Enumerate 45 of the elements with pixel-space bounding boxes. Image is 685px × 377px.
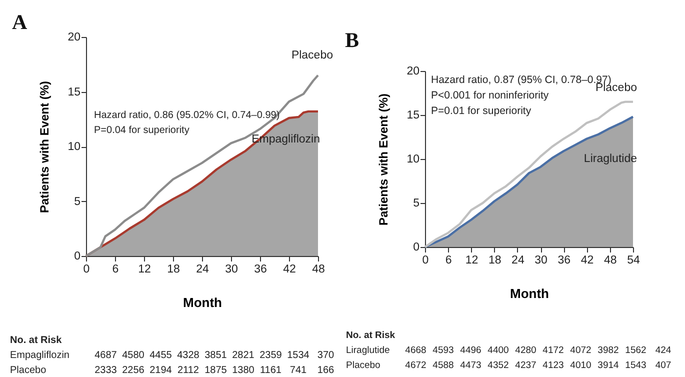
x-tick-label: 0 — [422, 254, 429, 266]
y-tick-label: 10 — [406, 154, 420, 166]
y-tick-label: 5 — [74, 196, 80, 208]
chart-title: B — [345, 28, 360, 52]
x-tick-label: 6 — [445, 254, 452, 266]
y-tick-label: 20 — [68, 32, 80, 44]
text: Liraglutide 4668 4593 4496 4400 4280 4172 4072 3982 1562 424 — [346, 345, 672, 356]
y-axis-title: Patients with Event (%) — [38, 80, 52, 214]
text: No. at Risk — [346, 329, 396, 343]
x-axis-title: Month — [183, 295, 222, 310]
series-label: Placebo — [291, 49, 333, 62]
annotation: Hazard ratio, 0.86 (95.02% CI, 0.74–0.99) — [94, 110, 280, 121]
x-tick-label: 42 — [283, 264, 296, 276]
text: Placebo 2333 2256 2194 2112 1875 1380 1161 741 166 — [10, 365, 334, 376]
annotation: P=0.04 for superiority — [94, 125, 190, 136]
x-tick-label: 36 — [558, 254, 571, 266]
x-tick-label: 48 — [604, 254, 617, 266]
x-tick-label: 6 — [112, 264, 119, 276]
text: No. at Risk — [10, 334, 62, 348]
chart-title: A — [12, 10, 28, 34]
x-tick-label: 24 — [512, 254, 525, 266]
x-tick-label: 18 — [488, 254, 502, 266]
text: Empagliflozin 4687 4580 4455 4328 3851 2821 2359 1534 370 — [10, 350, 334, 361]
y-tick-label: 20 — [406, 66, 420, 78]
y-axis-title: Patients with Event (%) — [376, 93, 391, 226]
x-tick-label: 24 — [196, 264, 210, 276]
x-tick-label: 0 — [83, 264, 90, 276]
y-tick-label: 15 — [406, 110, 420, 122]
x-tick-label: 36 — [254, 264, 267, 276]
x-tick-label: 12 — [138, 264, 151, 276]
y-tick-label: 0 — [413, 242, 420, 254]
x-axis-title: Month — [510, 286, 550, 301]
text: Placebo 4672 4588 4473 4352 4237 4123 4010 3914 1543 407 — [346, 360, 672, 371]
x-tick-label: 18 — [167, 264, 180, 276]
y-tick-label: 15 — [68, 86, 80, 98]
annotation: P=0.01 for superiority — [431, 105, 532, 117]
annotation: P<0.001 for noninferiority — [431, 90, 550, 102]
x-tick-label: 54 — [627, 254, 640, 266]
x-tick-label: 12 — [465, 254, 478, 266]
x-tick-label: 42 — [580, 254, 594, 266]
x-tick-label: 48 — [312, 264, 325, 276]
x-tick-label: 30 — [225, 264, 238, 276]
y-tick-label: 10 — [68, 141, 80, 153]
x-tick-label: 30 — [534, 254, 548, 266]
y-tick-label: 5 — [413, 198, 420, 210]
